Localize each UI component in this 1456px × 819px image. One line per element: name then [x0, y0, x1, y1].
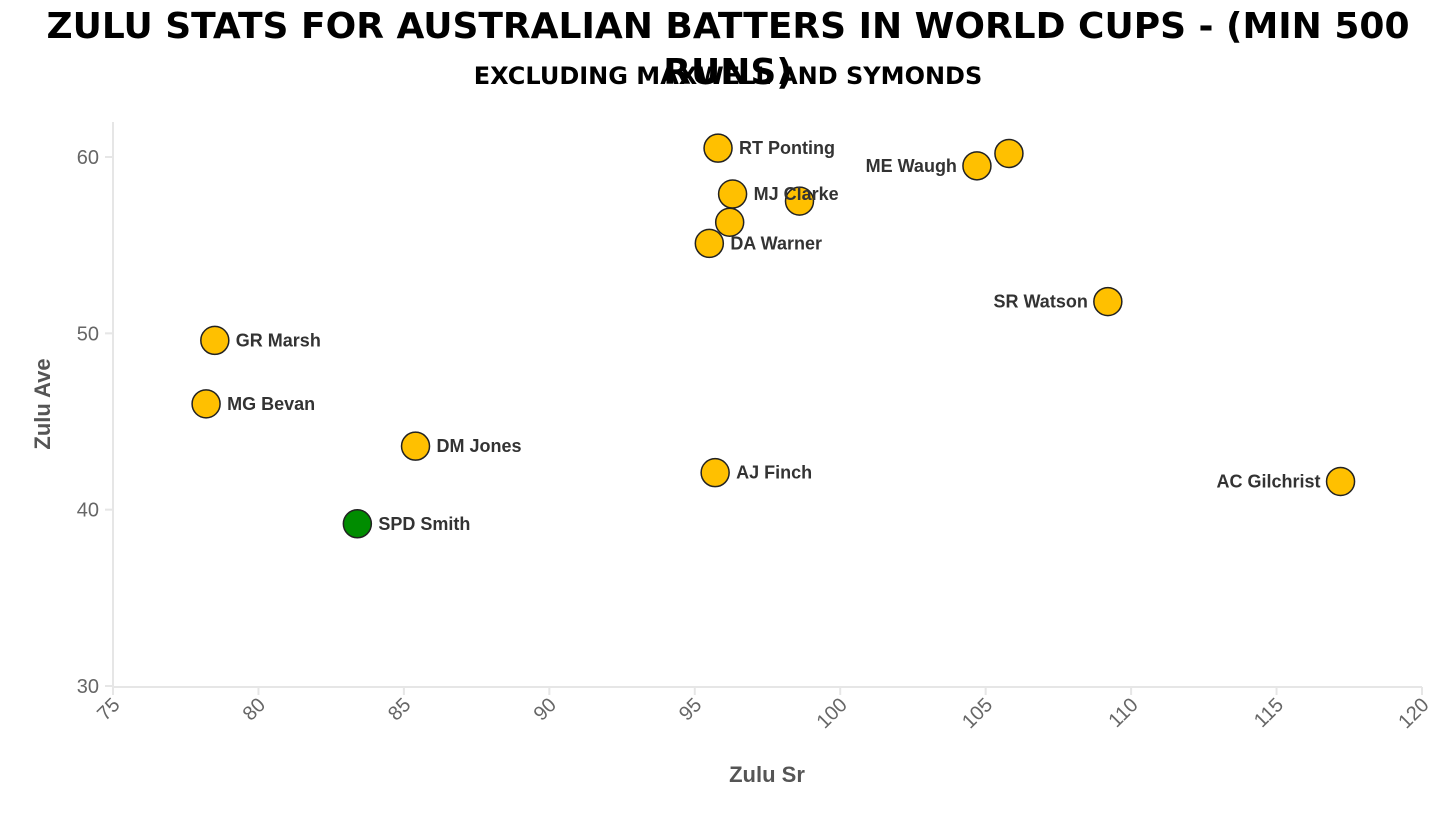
- y-tick-group: 30 40 50 60: [77, 147, 113, 698]
- data-point[interactable]: [962, 151, 992, 181]
- x-tick-label: 100: [813, 694, 852, 733]
- x-tick-label: 85: [384, 694, 415, 725]
- chart-subtitle: EXCLUDING MAXWELL AND SYMONDS: [473, 62, 983, 90]
- y-tick-label: 30: [77, 676, 99, 698]
- data-point[interactable]: [703, 133, 733, 163]
- data-point[interactable]: [694, 228, 725, 259]
- x-tick-label: 75: [93, 694, 124, 725]
- data-point[interactable]: [994, 138, 1024, 169]
- chart-title: ZULU STATS FOR AUSTRALIAN BATTERS IN WOR…: [46, 6, 1410, 93]
- point-label: MJ Clarke: [754, 184, 839, 204]
- y-axis-title: Zulu Ave: [30, 358, 55, 449]
- y-tick-label: 50: [77, 323, 99, 345]
- x-tick-label: 105: [958, 694, 997, 733]
- data-point[interactable]: [1093, 286, 1123, 317]
- point-label: SPD Smith: [378, 514, 470, 534]
- point-label: RT Ponting: [739, 138, 835, 158]
- x-tick-label: 80: [239, 694, 270, 725]
- point-label: DA Warner: [730, 233, 822, 253]
- data-point[interactable]: [714, 207, 745, 237]
- data-point[interactable]: [191, 389, 221, 419]
- data-point[interactable]: [200, 325, 230, 356]
- point-label: ME Waugh: [866, 156, 957, 176]
- data-point[interactable]: [700, 457, 730, 488]
- x-tick-label: 110: [1105, 694, 1143, 732]
- point-label: AJ Finch: [736, 463, 812, 483]
- y-tick-label: 60: [77, 147, 99, 169]
- x-tick-label: 115: [1250, 694, 1288, 732]
- point-label: GR Marsh: [236, 330, 321, 350]
- x-tick-label: 95: [675, 694, 706, 725]
- point-label: SR Watson: [993, 292, 1087, 312]
- x-tick-label: 90: [530, 694, 561, 725]
- data-point[interactable]: [784, 186, 815, 216]
- point-label: MG Bevan: [227, 394, 315, 414]
- x-tick-group: 75 80 85 90 95 100 105 110 115 120: [93, 687, 1434, 733]
- data-point[interactable]: [342, 509, 373, 539]
- y-tick-label: 40: [77, 500, 99, 522]
- x-axis-title: Zulu Sr: [729, 762, 805, 787]
- data-point[interactable]: [1325, 466, 1356, 497]
- data-point[interactable]: [400, 431, 431, 461]
- point-label: AC Gilchrist: [1217, 471, 1321, 491]
- point-label: DM Jones: [437, 436, 522, 456]
- x-tick-label: 120: [1394, 694, 1433, 733]
- data-point[interactable]: [717, 179, 748, 209]
- point-group: RT Ponting ME Waugh MJ Clarke DA Warner SR W…: [191, 133, 1356, 539]
